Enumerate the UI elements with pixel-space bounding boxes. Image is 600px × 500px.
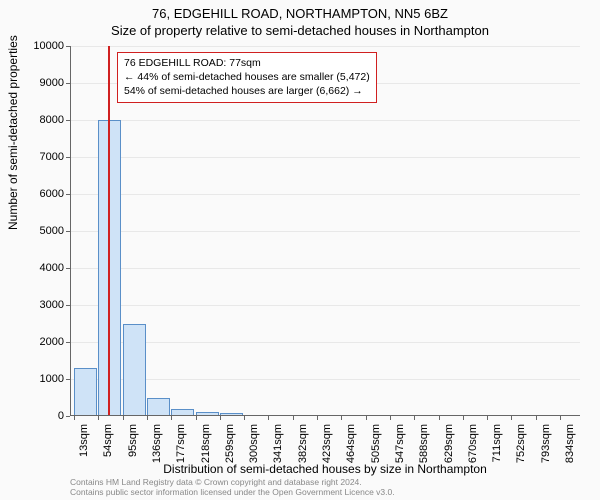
x-tick-mark <box>147 416 148 420</box>
x-tick-mark <box>220 416 221 420</box>
y-tick-label: 8000 <box>16 114 64 126</box>
y-tick-mark <box>66 416 70 417</box>
y-tick-mark <box>66 46 70 47</box>
x-tick-mark <box>123 416 124 420</box>
y-tick-mark <box>66 268 70 269</box>
x-axis-label: Distribution of semi-detached houses by … <box>70 462 580 476</box>
y-tick-label: 4000 <box>16 262 64 274</box>
y-tick-label: 6000 <box>16 188 64 200</box>
chart-area: 76 EDGEHILL ROAD: 77sqm ← 44% of semi-de… <box>70 46 580 416</box>
footer-line-2: Contains public sector information licen… <box>70 488 580 498</box>
y-tick-label: 2000 <box>16 336 64 348</box>
y-tick-mark <box>66 194 70 195</box>
y-tick-label: 5000 <box>16 225 64 237</box>
histogram-bar <box>147 398 170 417</box>
x-tick-mark <box>536 416 537 420</box>
x-tick-mark <box>98 416 99 420</box>
y-tick-label: 1000 <box>16 373 64 385</box>
y-tick-label: 0 <box>16 410 64 422</box>
x-tick-mark <box>463 416 464 420</box>
y-tick-mark <box>66 342 70 343</box>
x-tick-mark <box>293 416 294 420</box>
x-tick-mark <box>74 416 75 420</box>
x-tick-mark <box>171 416 172 420</box>
y-tick-label: 10000 <box>16 40 64 52</box>
title-main: 76, EDGEHILL ROAD, NORTHAMPTON, NN5 6BZ <box>0 0 600 21</box>
y-tick-mark <box>66 305 70 306</box>
annotation-line-1: 76 EDGEHILL ROAD: 77sqm <box>124 56 370 70</box>
y-axis <box>70 46 71 416</box>
annotation-line-2: ← 44% of semi-detached houses are smalle… <box>124 70 370 84</box>
y-tick-mark <box>66 120 70 121</box>
y-tick-label: 9000 <box>16 77 64 89</box>
y-tick-mark <box>66 157 70 158</box>
y-tick-label: 3000 <box>16 299 64 311</box>
annotation-box: 76 EDGEHILL ROAD: 77sqm ← 44% of semi-de… <box>117 52 377 103</box>
y-tick-mark <box>66 83 70 84</box>
property-marker-line <box>108 46 110 416</box>
x-tick-mark <box>390 416 391 420</box>
histogram-bar <box>123 324 146 417</box>
x-tick-mark <box>414 416 415 420</box>
y-tick-mark <box>66 379 70 380</box>
x-tick-mark <box>439 416 440 420</box>
plot-area: 76 EDGEHILL ROAD: 77sqm ← 44% of semi-de… <box>70 46 580 416</box>
x-tick-mark <box>196 416 197 420</box>
footer-text: Contains HM Land Registry data © Crown c… <box>70 478 580 498</box>
x-tick-mark <box>317 416 318 420</box>
y-tick-label: 7000 <box>16 151 64 163</box>
chart-frame: 76, EDGEHILL ROAD, NORTHAMPTON, NN5 6BZ … <box>0 0 600 500</box>
histogram-bar <box>74 368 97 416</box>
title-sub: Size of property relative to semi-detach… <box>0 21 600 38</box>
y-axis-label: Number of semi-detached properties <box>6 35 20 230</box>
x-tick-mark <box>244 416 245 420</box>
annotation-line-3: 54% of semi-detached houses are larger (… <box>124 84 370 98</box>
x-tick-mark <box>487 416 488 420</box>
x-tick-mark <box>341 416 342 420</box>
y-tick-mark <box>66 231 70 232</box>
x-tick-mark <box>366 416 367 420</box>
x-tick-mark <box>560 416 561 420</box>
x-tick-mark <box>511 416 512 420</box>
x-tick-mark <box>268 416 269 420</box>
